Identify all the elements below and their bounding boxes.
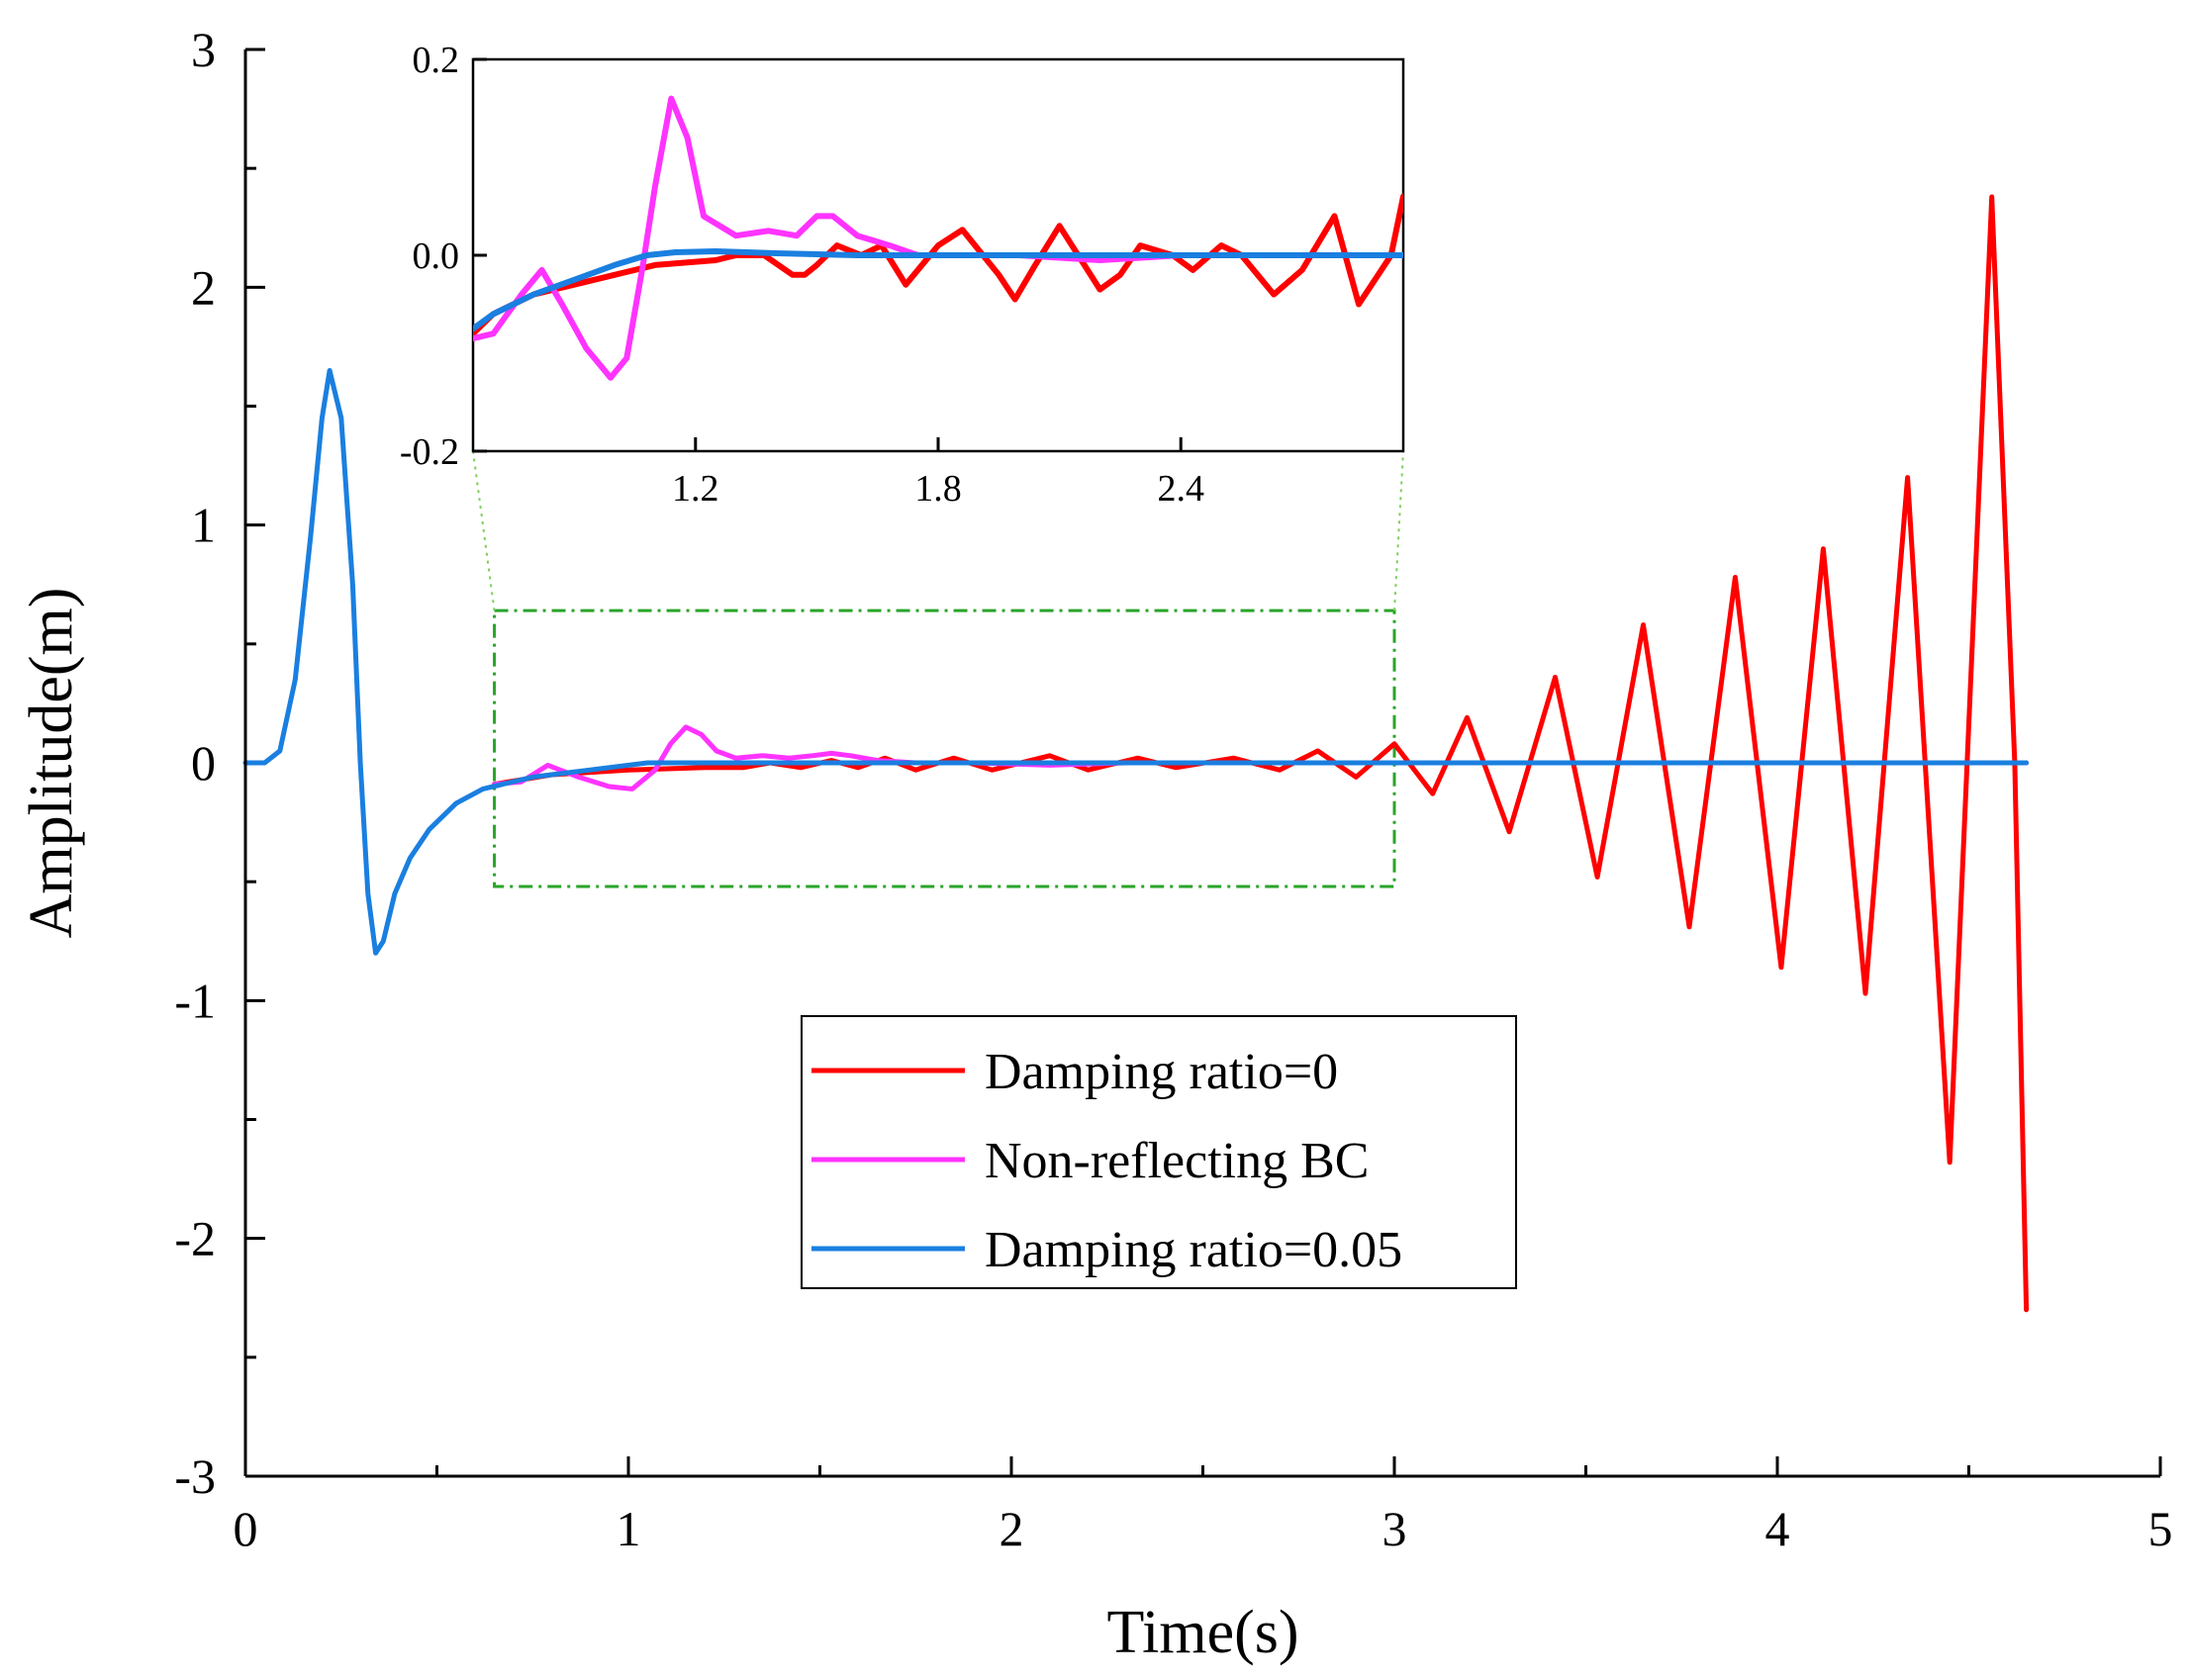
main-axis-ticks: 0 1 2 3 4 5 -3 -2 -1 0 1 2 3 <box>174 22 2172 1556</box>
inset-y-tick-label: 0.0 <box>413 235 460 277</box>
x-axis-title: Time(s) <box>1106 1599 1298 1666</box>
inset-series-line-damping-ratio-0-05 <box>473 248 1403 332</box>
y-tick-label: 2 <box>191 259 216 315</box>
legend-label: Damping ratio=0 <box>985 1044 1338 1100</box>
x-tick-label: 0 <box>234 1501 258 1556</box>
legend-label: Non-reflecting BC <box>985 1133 1369 1189</box>
x-tick-label: 2 <box>1000 1501 1024 1556</box>
zoom-region-box <box>493 608 1396 888</box>
inset-series-line-damping-ratio-0 <box>473 193 1403 337</box>
x-tick-label: 5 <box>2148 1501 2173 1556</box>
zoom-connector-left <box>472 450 496 611</box>
y-axis-title: Amplitude(m) <box>18 588 85 939</box>
y-tick-label: 1 <box>191 498 216 553</box>
x-tick-label: 4 <box>1765 1501 1790 1556</box>
y-tick-label: -3 <box>174 1448 216 1504</box>
inset-x-tick-label: 1.8 <box>914 468 962 510</box>
inset-y-tick-label: -0.2 <box>400 431 459 473</box>
inset-series-group <box>473 95 1403 381</box>
series-line-non-reflecting-bc <box>492 724 2030 792</box>
legend-label: Damping ratio=0.05 <box>985 1222 1402 1278</box>
x-tick-label: 3 <box>1382 1501 1407 1556</box>
y-tick-label: -2 <box>174 1211 216 1266</box>
inset-chart: 1.2 1.8 2.4 0.2 0.0 -0.2 <box>400 40 1405 611</box>
y-tick-label: -1 <box>174 973 216 1028</box>
y-tick-label: 0 <box>191 735 216 791</box>
zoom-connector-right <box>1393 450 1404 611</box>
main-series-group <box>242 194 2030 1313</box>
zoom-rectangle <box>493 608 1396 888</box>
inset-x-tick-label: 2.4 <box>1157 468 1204 510</box>
x-tick-label: 1 <box>617 1501 641 1556</box>
inset-x-tick-label: 1.2 <box>672 468 719 510</box>
legend-box <box>801 1015 1517 1289</box>
inset-y-tick-label: 0.2 <box>413 40 460 81</box>
series-line-damping-ratio-0-05 <box>242 368 2030 956</box>
y-tick-label: 3 <box>191 22 216 77</box>
legend: Damping ratio=0 Non-reflecting BC Damping … <box>801 1015 1517 1289</box>
